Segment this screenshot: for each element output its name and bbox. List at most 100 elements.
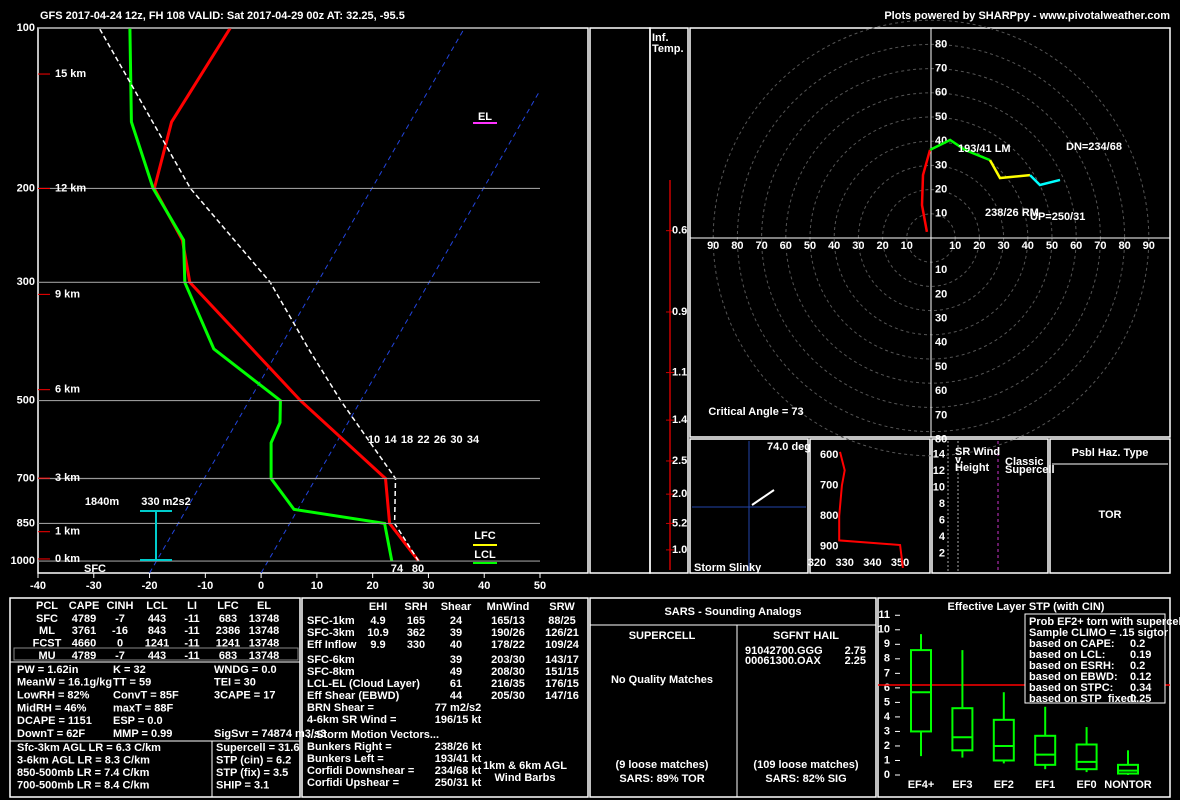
motion-value: 193/41 kt [435, 753, 482, 765]
panel-frames [9, 27, 1171, 798]
lfc-label: LFC [474, 530, 495, 542]
thetae-y-label: 700 [820, 479, 838, 491]
stp-legend: Sample CLIMO = .15 sigtor [1029, 627, 1169, 639]
composite: STP (fix) = 3.5 [216, 767, 288, 779]
y-tick-label: 500 [17, 394, 35, 406]
sars-matches: No Quality Matches [611, 674, 713, 686]
hail-match: 2.25 [845, 655, 866, 667]
stp-prob: based on LCL: [1029, 649, 1105, 661]
index: DCAPE = 1151 [17, 715, 92, 727]
thermo-header: EL [257, 600, 271, 612]
height-label: 0 km [55, 553, 80, 565]
thermo-header: CINH [107, 600, 134, 612]
stp-prob: based on ESRH: [1029, 660, 1115, 672]
box [1075, 743, 1098, 771]
hodo-label: 10 [949, 240, 961, 252]
box [910, 649, 932, 733]
stp-x-label: EF1 [1035, 779, 1055, 791]
index: maxT = 88F [113, 702, 174, 714]
x-tick-label: 30 [422, 580, 434, 592]
inf-temp-label: 0.6 [672, 225, 687, 237]
thermo-header: PCL [36, 600, 58, 612]
kin-cell: 330 [407, 639, 425, 651]
motion-label: Bunkers Right = [307, 741, 392, 753]
critical-angle: Critical Angle = 73 [708, 406, 803, 418]
thermo-cell: 843 [148, 625, 166, 637]
height-label: 12 km [55, 182, 86, 194]
lapse-rate: 850-500mb LR = 7.4 C/km [17, 767, 150, 779]
y-tick-label: 850 [17, 517, 35, 529]
thetae-y-label: 900 [820, 540, 838, 552]
box [951, 707, 974, 752]
motion-value: 250/31 kt [435, 777, 482, 789]
mixing-ratio-label: 10 [368, 434, 380, 446]
thermo-cell: -7 [115, 613, 125, 625]
thermo-cell: 1241 [145, 638, 169, 650]
slinky-axes [692, 441, 806, 571]
kin-cell: 39 [450, 654, 462, 666]
stp-y-label: 3 [884, 725, 890, 737]
hodo-label: 20 [876, 240, 888, 252]
kin-cell: SFC-1km [307, 615, 355, 627]
motion-value: 234/68 kt [435, 765, 482, 777]
kin-misc: 77 m2/s2 [435, 702, 481, 714]
thermo-cell: -11 [184, 650, 199, 662]
thermo-cell: 1241 [216, 638, 240, 650]
stp-x-label: EF3 [952, 779, 972, 791]
slinky-angle: 74.0 deg [767, 441, 811, 453]
hodo-label: 70 [755, 240, 767, 252]
stp-legend-box [1024, 613, 1166, 704]
thermo-cell: -11 [184, 613, 199, 625]
thermo-cell: 13748 [249, 625, 280, 637]
rm-label: 238/26 RM [985, 207, 1039, 219]
sars-summary: SARS: 82% SIG [765, 773, 846, 785]
stp-prob: 0.12 [1130, 671, 1151, 683]
index: ConvT = 85F [113, 690, 179, 702]
kin-cell: 151/15 [545, 666, 579, 678]
kin-header: Shear [441, 601, 472, 613]
hodo-label: 30 [935, 159, 947, 171]
composite: SHIP = 3.1 [216, 779, 269, 791]
header-title: GFS 2017-04-24 12z, FH 108 VALID: Sat 20… [40, 10, 405, 22]
kin-cell: 9.9 [370, 639, 385, 651]
thermo-cell: MU [38, 650, 55, 662]
slinky-vector [751, 489, 775, 506]
thermo-header: LCL [146, 600, 168, 612]
thermo-cell: -11 [184, 638, 199, 650]
stp-y-label: 8 [884, 653, 890, 665]
index: MeanW = 16.1g/kg [17, 677, 112, 689]
hodo-label: 60 [780, 240, 792, 252]
x-tick-label: 50 [534, 580, 546, 592]
index: MMP = 0.99 [113, 728, 172, 740]
srwind-y-label: 4 [939, 531, 946, 543]
motion-label: Corfidi Upshear = [307, 777, 399, 789]
stp-legend: Prob EF2+ torn with supercell [1029, 616, 1180, 628]
srwind-y-label: 6 [939, 514, 945, 526]
srwind-y-label: 14 [933, 448, 946, 460]
mixing-ratio-label: 22 [417, 434, 429, 446]
inf-temp-label: 2.5 [672, 455, 687, 467]
thermo-cell: 443 [148, 650, 166, 662]
sars-loose: (109 loose matches) [753, 759, 858, 771]
isotherm [260, 89, 540, 573]
hodo-label: 40 [1022, 240, 1034, 252]
kin-cell: 176/15 [545, 678, 579, 690]
kin-header: SRH [404, 601, 427, 613]
index: K = 32 [113, 664, 146, 676]
srwind-y-label: 12 [933, 465, 945, 477]
stp-prob: 0.34 [1130, 682, 1152, 694]
kin-misc: BRN Shear = [307, 702, 374, 714]
hodo-label: 80 [731, 240, 743, 252]
thermo-cell: 443 [148, 613, 166, 625]
mixing-ratio-label: 34 [467, 434, 480, 446]
sfc-label: SFC [84, 563, 106, 575]
kin-header: SRW [549, 601, 575, 613]
hodo-label: 80 [935, 38, 947, 50]
thetae-y-label: 600 [820, 449, 838, 461]
sfc-dewpoint: 74 [391, 563, 404, 575]
x-tick-label: 20 [367, 580, 379, 592]
sars-supercell: SUPERCELL [629, 630, 696, 642]
hodo-label: 50 [935, 361, 947, 373]
kin-cell: 39 [450, 627, 462, 639]
hazard-value: TOR [1098, 509, 1121, 521]
